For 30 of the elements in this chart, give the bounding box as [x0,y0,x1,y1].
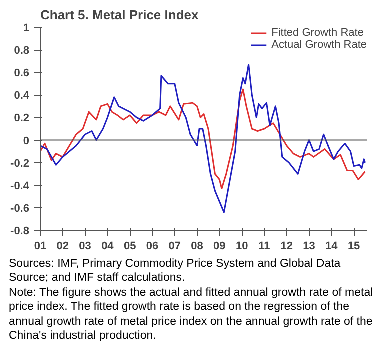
y-tick-label: -0.4 [10,180,30,192]
x-tick-label: 11 [258,240,270,252]
y-tick-label: -0.8 [10,226,30,238]
x-tick-label: 07 [168,240,182,252]
source-note: Sources: IMF, Primary Commodity Price System and Global Data Source; and IMF staff calculations. [9,257,342,286]
x-tick-label: 06 [146,240,159,252]
y-tick-label: -0.6 [10,202,30,215]
y-tick-label: -0.2 [10,158,30,170]
y-tick-label: 0.2 [14,112,30,125]
x-tick-label: 08 [191,240,204,252]
x-tick-label: 13 [303,240,316,252]
chart-title: Chart 5. Metal Price Index [40,8,200,22]
y-tick-label: 0.6 [14,68,30,80]
x-tick-label: 09 [214,240,226,252]
x-tick-label: 14 [326,240,339,252]
legend-label: Actual Growth Rate [272,39,367,51]
x-tick-label: 04 [102,240,115,252]
x-tick-label: 15 [348,240,360,252]
x-tick-label: 02 [56,240,70,252]
x-tick-label: 05 [124,240,136,252]
y-tick-label: 0 [23,135,30,148]
x-tick-label: 10 [236,240,248,252]
y-tick-label: 1 [23,22,30,34]
y-tick-label: 0.8 [14,45,30,58]
legend-label: Fitted Growth Rate [272,27,364,39]
x-tick-label: 03 [79,240,92,252]
text: Note: The figure shows the actual and fitted annual growth rate of metal price index. The fitted growth rate is based on the regression of the annual growth rate of metal price index on the annual growth rate of the China's industrial production. [9,286,374,344]
x-tick-label: 12 [280,240,293,252]
y-tick-label: 0.4 [14,90,30,102]
x-tick-label: 01 [34,240,47,252]
